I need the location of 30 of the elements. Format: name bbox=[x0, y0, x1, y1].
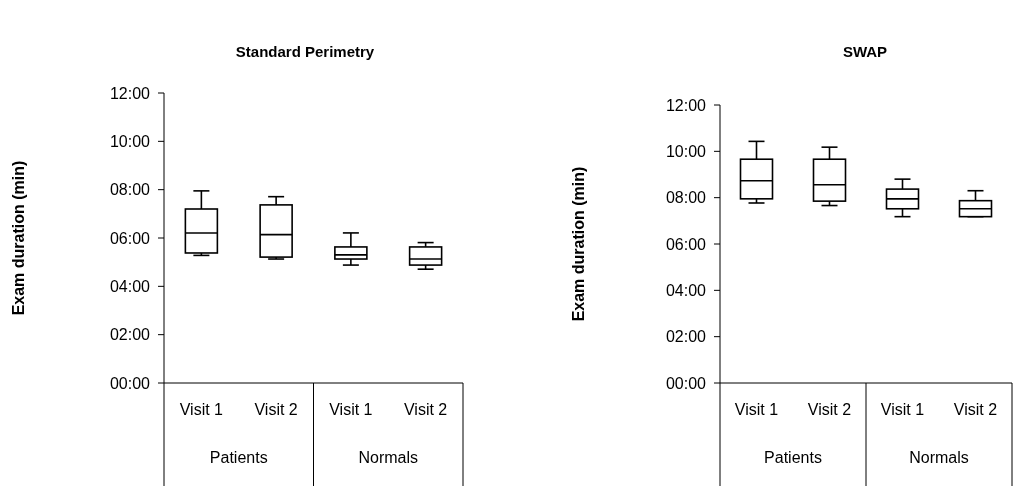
text: Normals bbox=[358, 449, 419, 466]
y-tick-label: 00:00 bbox=[109, 374, 151, 392]
x-tick-label: Visit 1 bbox=[880, 401, 925, 418]
x-tick-label: Visit 2 bbox=[953, 401, 998, 418]
y-tick-label: 02:00 bbox=[109, 326, 151, 344]
x-tick-label: Visit 1 bbox=[179, 401, 224, 418]
y-tick-label: 12:00 bbox=[109, 84, 151, 102]
y-tick-label: 04:00 bbox=[109, 277, 151, 295]
y-axis-title: Exam duration (min) bbox=[570, 166, 587, 322]
y-tick-label: 06:00 bbox=[665, 235, 707, 253]
y-tick-label: 00:00 bbox=[665, 374, 707, 392]
y-tick-label: 10:00 bbox=[109, 132, 151, 150]
chart-title: SWAP bbox=[842, 43, 888, 60]
text: Patients bbox=[764, 449, 822, 466]
y-tick-label: 08:00 bbox=[109, 181, 151, 199]
text: Normals bbox=[909, 449, 969, 466]
chart-title: Standard Perimetry bbox=[235, 43, 375, 60]
x-tick-label: Visit 2 bbox=[403, 401, 448, 418]
y-tick-label: 12:00 bbox=[665, 96, 707, 114]
y-tick-label: 06:00 bbox=[109, 229, 151, 247]
x-tick-label: Visit 2 bbox=[807, 401, 852, 418]
y-tick-label: 04:00 bbox=[665, 281, 707, 299]
x-tick-label: Visit 1 bbox=[734, 401, 779, 418]
y-axis-title: Exam duration (min) bbox=[10, 160, 27, 316]
y-tick-label: 08:00 bbox=[665, 189, 707, 207]
y-tick-label: 02:00 bbox=[665, 328, 707, 346]
y-tick-label: 10:00 bbox=[665, 142, 707, 160]
x-tick-label: Visit 1 bbox=[329, 401, 373, 418]
text: Patients bbox=[209, 449, 268, 466]
x-tick-label: Visit 2 bbox=[254, 401, 298, 418]
